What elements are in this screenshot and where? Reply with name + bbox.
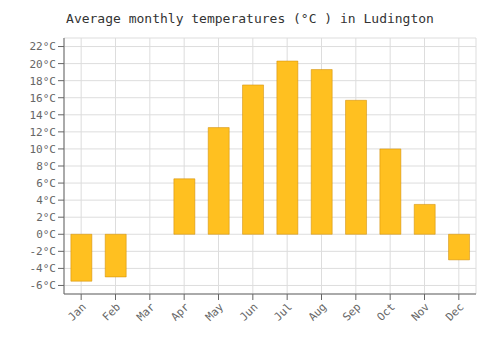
svg-text:2°C: 2°C xyxy=(36,211,56,224)
svg-text:Sep: Sep xyxy=(340,300,363,323)
svg-text:May: May xyxy=(203,300,227,324)
svg-text:-4°C: -4°C xyxy=(30,262,57,275)
svg-text:Aug: Aug xyxy=(306,300,329,323)
svg-text:8°C: 8°C xyxy=(36,160,56,173)
svg-text:0°C: 0°C xyxy=(36,228,56,241)
svg-text:16°C: 16°C xyxy=(30,92,57,105)
svg-text:Jan: Jan xyxy=(66,300,89,323)
html-text:Average monthly temperatures (: Average monthly temperatures (°C ) in Lu… xyxy=(66,11,434,26)
svg-text:Nov: Nov xyxy=(409,300,433,324)
svg-text:14°C: 14°C xyxy=(30,109,57,122)
svg-text:Dec: Dec xyxy=(443,300,466,323)
svg-text:22°C: 22°C xyxy=(30,40,57,53)
svg-text:18°C: 18°C xyxy=(30,75,57,88)
svg-text:-6°C: -6°C xyxy=(30,279,57,292)
svg-text:Apr: Apr xyxy=(169,300,193,324)
svg-text:Oct: Oct xyxy=(375,300,398,323)
svg-text:10°C: 10°C xyxy=(30,143,57,156)
svg-text:Jun: Jun xyxy=(237,300,260,323)
svg-text:-2°C: -2°C xyxy=(30,245,57,258)
svg-text:Mar: Mar xyxy=(134,300,158,324)
svg-text:20°C: 20°C xyxy=(30,58,57,71)
svg-text:4°C: 4°C xyxy=(36,194,56,207)
svg-text:Feb: Feb xyxy=(100,300,123,323)
svg-text:12°C: 12°C xyxy=(30,126,57,139)
svg-text:Jul: Jul xyxy=(272,300,295,323)
svg-text:6°C: 6°C xyxy=(36,177,56,190)
